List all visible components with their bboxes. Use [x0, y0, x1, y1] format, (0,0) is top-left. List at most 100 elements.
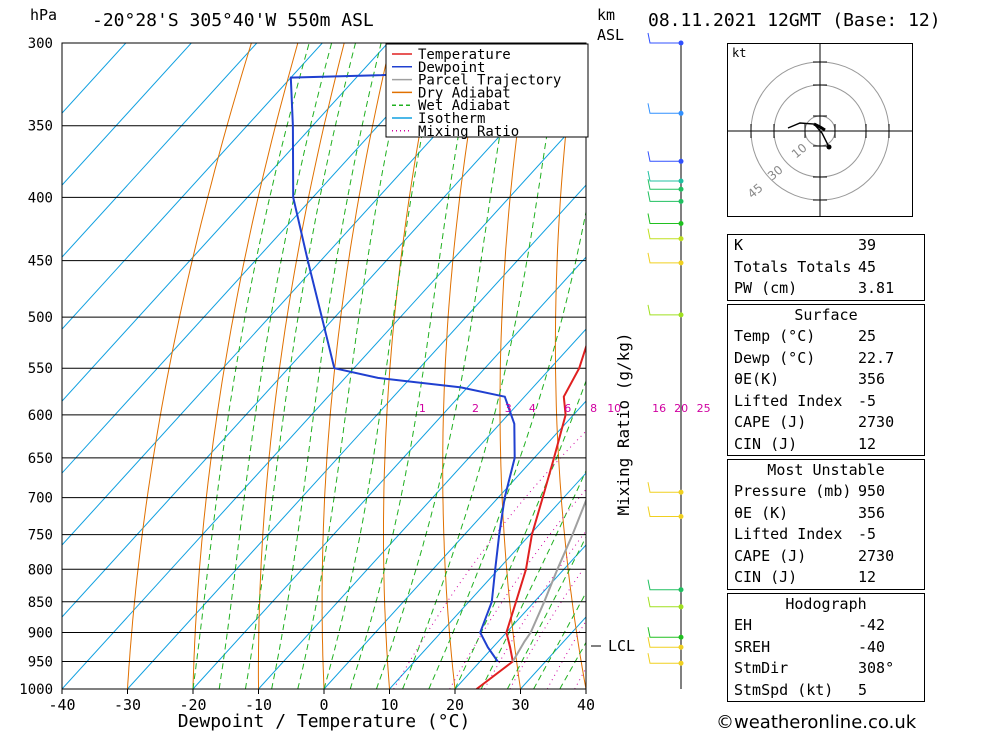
wet-adiabat-line: [375, 43, 516, 689]
dry-adiabat-line: [257, 43, 345, 689]
y-tick-label: 750: [28, 528, 53, 544]
wind-barb: [647, 213, 681, 224]
wet-adiabat-line: [244, 43, 357, 689]
most-unstable-table: Most Unstable Pressure (mb) 950 θE (K) 356 L…: [727, 459, 925, 590]
y-axis-ticks: 300 350 400 450 500 550 600 650 700 750 800 850 900 9…: [19, 36, 53, 698]
hodograph-trace: [787, 122, 830, 148]
dry-adiabat-line: [442, 43, 485, 689]
surface-label: Lifted Index: [734, 391, 843, 410]
mixing-ratio-tick-label: 16: [652, 402, 666, 415]
most-unstable-title: Most Unstable: [767, 461, 885, 479]
isobar-lines: [62, 42, 586, 690]
isotherm-line: [454, 544, 586, 689]
copyright-text[interactable]: ©weatheronline.co.uk: [716, 712, 917, 733]
x-tick-label: -30: [114, 696, 141, 714]
surface-title: Surface: [794, 306, 858, 324]
x-tick-label: 0: [319, 696, 328, 714]
surface-row: Lifted Index -5: [728, 391, 924, 413]
hodograph-row: EH -42: [728, 615, 924, 637]
isotherm-line: [62, 43, 193, 186]
isotherm-line: [258, 328, 586, 689]
datetime-title: 08.11.2021 12GMT (Base: 12): [648, 10, 941, 31]
dry-adiabat-line: [127, 43, 252, 689]
x-axis-ticks: -40 -30 -20 -10 0 10 20 30 40: [48, 689, 595, 714]
wet-adiabat-line: [428, 209, 586, 689]
y-tick-label: 950: [28, 655, 53, 671]
isotherm-line: [323, 400, 586, 689]
dry-adiabat-line: [321, 43, 392, 689]
wet-adiabat-line: [402, 43, 562, 689]
surface-label: CAPE (J): [734, 413, 807, 431]
x-tick-label: 30: [511, 696, 529, 714]
mixing-ratio-tick-label: 25: [697, 402, 711, 415]
wet-adiabat-line: [454, 379, 586, 689]
mixing-ratio-tick-label: 4: [529, 402, 536, 415]
pressure-unit-label: hPa: [30, 6, 58, 24]
most-unstable-row: θE (K) 356: [728, 503, 924, 525]
isotherm-line: [62, 43, 127, 114]
surface-table: Surface Temp (°C) 25 Dewp (°C) 22.7 θE(K) 356…: [727, 304, 925, 456]
mixing-ratio-tick-label: 8: [590, 402, 597, 415]
wind-barb: [647, 482, 681, 493]
surface-label: CIN (J): [734, 434, 798, 453]
lcl-label: LCL: [608, 637, 635, 655]
dry-adiabat-line: [499, 43, 531, 689]
surface-value: 25: [858, 327, 877, 345]
hodograph-label: StmSpd (kt): [734, 680, 834, 699]
y-tick-label: 600: [28, 408, 53, 424]
surface-row: θE(K) 356: [728, 369, 924, 391]
surface-row: CAPE (J) 2730: [728, 412, 924, 434]
asl-unit-label: ASL: [597, 26, 625, 44]
x-tick-label: 40: [577, 696, 595, 714]
hodograph-label: EH: [734, 616, 753, 634]
dry-adiabat-line: [712, 25, 720, 689]
km-wind-bar: [647, 32, 684, 689]
y-tick-label: 500: [28, 310, 53, 326]
hodograph-ticks: [750, 61, 890, 201]
x-tick-label: -10: [245, 696, 272, 714]
y-tick-label: 650: [28, 451, 53, 467]
isotherm-line: [717, 25, 720, 689]
legend-label: Temperature: [418, 47, 511, 63]
temperature-line: [475, 343, 586, 689]
x-tick-label: 10: [380, 696, 398, 714]
most-unstable-label: θE (K): [734, 503, 789, 522]
isotherm-line: [62, 43, 455, 474]
hodograph-label: SREH: [734, 637, 771, 656]
most-unstable-value: 12: [858, 568, 877, 586]
wet-adiabat-line: [271, 43, 382, 689]
hodograph-value: 5: [858, 680, 868, 699]
isotherm-line: [192, 256, 586, 689]
most-unstable-value: -5: [858, 525, 877, 543]
wind-barb: [647, 252, 681, 264]
y-tick-label: 1000: [19, 682, 53, 698]
dewpoint-line: [289, 43, 586, 663]
wind-barb: [647, 304, 681, 316]
legend-label: Isotherm: [418, 111, 485, 127]
storm-motion-marker: [826, 144, 832, 150]
wind-barb: [647, 191, 681, 202]
totals-value: 45: [858, 257, 877, 276]
mixing-ratio-line: [668, 415, 720, 689]
mixing-ratio-labels: 1 2 3 4 6 8 10 16 20 25: [419, 402, 711, 415]
wet-adiabat-line: [480, 469, 586, 689]
mixing-ratio-tick-label: 6: [564, 402, 571, 415]
surface-label: Temp (°C): [734, 327, 816, 345]
wind-barb: [647, 653, 681, 664]
surface-label: Dewp (°C): [734, 348, 816, 367]
wet-adiabat-line: [192, 43, 310, 689]
surface-label: θE(K): [734, 370, 780, 388]
most-unstable-row: Lifted Index -5: [728, 524, 924, 546]
wind-barb: [647, 179, 681, 190]
most-unstable-label: CIN (J): [734, 568, 798, 586]
legend-label: Wet Adiabat: [418, 98, 511, 114]
hodograph-ring-label: 30: [765, 163, 786, 184]
pw-label: PW (cm): [734, 279, 798, 297]
mixing-ratio-line: [692, 415, 720, 689]
hodograph-value: 308°: [858, 659, 895, 677]
mixing-ratio-axis-label: Mixing Ratio (g/kg): [614, 332, 633, 515]
indices-table: K 39 Totals Totals 45 PW (cm) 3.81: [727, 234, 925, 301]
surface-row: Dewp (°C) 22.7: [728, 348, 924, 370]
x-tick-label: -20: [179, 696, 206, 714]
km-unit-label: km: [597, 6, 616, 24]
